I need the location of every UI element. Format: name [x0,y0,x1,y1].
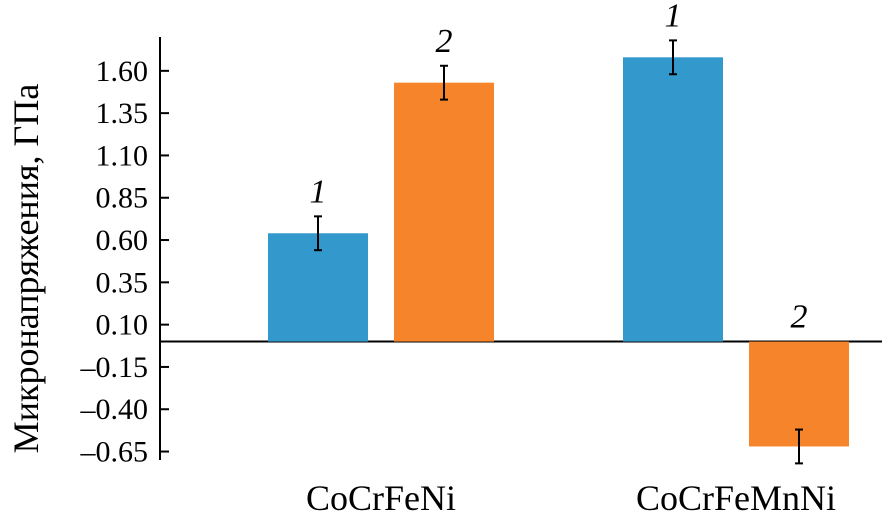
y-tick-label: 0.85 [96,182,149,215]
y-tick-label: 1.10 [96,139,149,172]
bar-series-label: 2 [436,23,453,60]
y-axis-label: Микронапряжения, ГПа [6,84,46,454]
axes: 1.60 1.35 1.10 0.85 0.60 0.35 0.10 –0.15 –0.40 –0… [80,37,882,518]
y-tick-label: –0.40 [80,393,149,426]
bar-series-label: 1 [310,173,327,210]
bar-series-label: 2 [791,299,808,336]
bar-CoCrFeNi-series-1 [268,233,368,342]
y-tick-label: 0.35 [96,266,149,299]
y-tick-label: –0.15 [80,351,149,384]
y-tick-label: 0.10 [96,309,149,342]
y-tick-label: 0.60 [96,224,149,257]
category-label: CoCrFeNi [306,478,456,518]
y-tick-label: 1.35 [96,97,149,130]
category-label: CoCrFeMnNi [636,478,836,518]
y-tick-label: 1.60 [96,55,149,88]
bars-group: 1 2 1 2 [268,0,849,465]
bar-CoCrFeMnNi-series-1 [623,57,723,342]
bar-series-label: 1 [665,0,682,34]
bar-CoCrFeNi-series-2 [394,82,494,342]
y-tick-label: –0.65 [80,436,149,469]
